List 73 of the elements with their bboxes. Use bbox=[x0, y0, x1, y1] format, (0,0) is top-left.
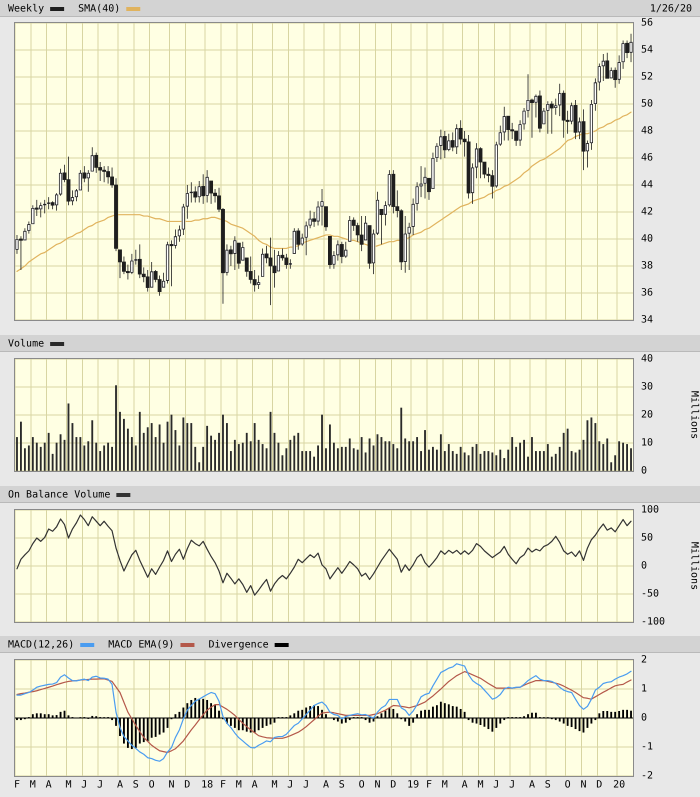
y-tick-label: 0 bbox=[641, 712, 648, 724]
y-tick-label: 38 bbox=[641, 260, 654, 272]
x-tick-label: D bbox=[390, 780, 396, 791]
y-tick-label: 52 bbox=[641, 72, 654, 83]
x-tick-label: M bbox=[30, 780, 36, 791]
y-axis-title: Millions bbox=[688, 390, 700, 440]
y-tick-label: 40 bbox=[641, 354, 654, 365]
y-tick-label: 0 bbox=[641, 560, 648, 572]
x-tick-label: N bbox=[168, 780, 174, 791]
y-tick-label: 1 bbox=[641, 684, 648, 695]
x-tick-label: 19 bbox=[407, 780, 420, 791]
y-tick-label: 0 bbox=[641, 466, 648, 477]
y-tick-label: 50 bbox=[641, 98, 654, 110]
x-tick-label: A bbox=[462, 780, 468, 791]
y-tick-label: -100 bbox=[641, 616, 666, 628]
x-tick-label: J bbox=[81, 780, 88, 791]
legend-label: MACD(12,26) bbox=[8, 640, 74, 651]
x-tick-label: S bbox=[544, 780, 551, 791]
legend-label: Divergence bbox=[208, 640, 269, 651]
x-tick-label: O bbox=[148, 780, 155, 791]
x-tick-label: D bbox=[184, 780, 190, 791]
y-tick-label: 34 bbox=[641, 314, 654, 326]
x-tick-label: A bbox=[528, 780, 535, 791]
y-tick-label: 56 bbox=[641, 18, 654, 29]
y-tick-label: 10 bbox=[641, 438, 654, 449]
x-tick-label: F bbox=[14, 780, 20, 791]
x-tick-label: M bbox=[65, 780, 72, 791]
legend-label: SMA(40) bbox=[78, 4, 120, 15]
y-tick-label: 42 bbox=[641, 206, 654, 218]
y-tick-label: -2 bbox=[641, 770, 654, 782]
x-tick-label: S bbox=[132, 780, 139, 791]
y-tick-label: 100 bbox=[641, 504, 660, 516]
x-tick-label: J bbox=[287, 780, 294, 791]
x-tick-label: M bbox=[442, 780, 448, 791]
y-tick-label: 48 bbox=[641, 126, 654, 137]
x-tick-label: O bbox=[358, 780, 365, 791]
legend-label: MACD EMA(9) bbox=[108, 640, 174, 651]
x-tick-label: M bbox=[271, 780, 278, 791]
x-tick-label: J bbox=[303, 780, 310, 791]
x-tick-label: A bbox=[46, 780, 52, 791]
x-tick-label: J bbox=[97, 780, 104, 791]
x-tick-label: A bbox=[322, 780, 329, 791]
x-tick-label: M bbox=[236, 780, 242, 791]
x-tick-label: A bbox=[116, 780, 123, 791]
x-tick-label: 18 bbox=[201, 780, 214, 791]
x-tick-label: N bbox=[580, 780, 586, 791]
x-tick-label: D bbox=[596, 780, 602, 791]
x-tick-label: F bbox=[220, 780, 226, 791]
y-tick-label: 30 bbox=[641, 382, 654, 393]
x-tick-label: F bbox=[426, 780, 432, 791]
text: 1/26/20 bbox=[650, 4, 692, 15]
x-tick-label: J bbox=[493, 780, 500, 791]
y-tick-label: 2 bbox=[641, 654, 648, 666]
y-tick-label: -50 bbox=[641, 588, 660, 600]
x-tick-label: N bbox=[374, 780, 380, 791]
y-tick-label: 36 bbox=[641, 288, 654, 299]
y-tick-label: 20 bbox=[641, 410, 654, 421]
x-tick-label: M bbox=[477, 780, 484, 791]
x-tick-label: O bbox=[564, 780, 571, 791]
legend-label: Weekly bbox=[8, 4, 44, 15]
y-tick-label: 44 bbox=[641, 180, 654, 191]
x-tick-label: J bbox=[509, 780, 516, 791]
y-tick-label: 40 bbox=[641, 234, 654, 245]
y-tick-label: 50 bbox=[641, 532, 654, 544]
x-tick-label: S bbox=[338, 780, 345, 791]
legend-label: Volume bbox=[8, 338, 44, 350]
y-axis-title: Millions bbox=[688, 542, 700, 590]
y-tick-label: 54 bbox=[641, 44, 654, 56]
legend-label: On Balance Volume bbox=[8, 490, 110, 501]
x-tick-label: A bbox=[252, 780, 258, 791]
y-tick-label: -1 bbox=[641, 742, 654, 753]
x-tick-label: 20 bbox=[613, 780, 626, 791]
y-tick-label: 46 bbox=[641, 152, 654, 164]
